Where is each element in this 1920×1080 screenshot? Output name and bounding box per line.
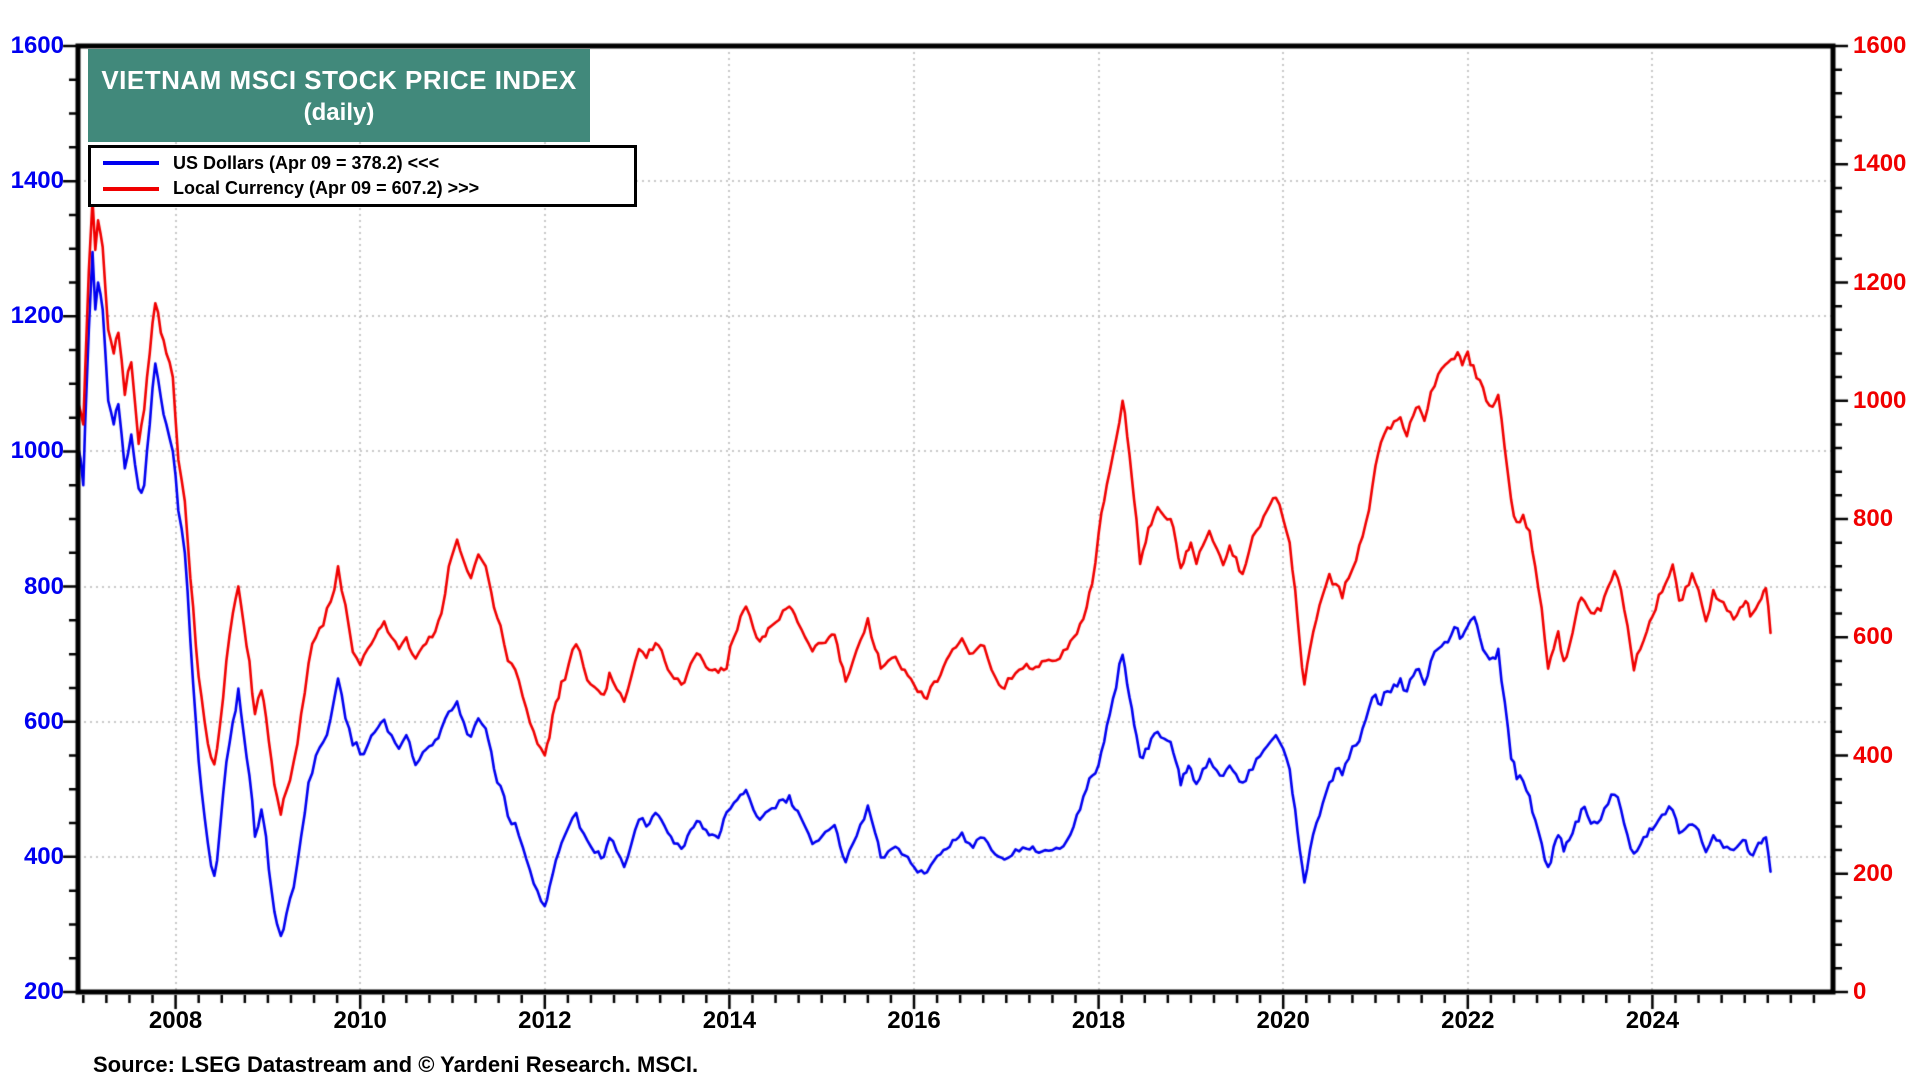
x-axis-year-label: 2012 bbox=[518, 1007, 572, 1034]
left-axis-tick-label: 1000 bbox=[10, 437, 64, 465]
source-text: Source: LSEG Datastream and © Yardeni Re… bbox=[93, 1052, 699, 1077]
x-axis-year-label: 2008 bbox=[148, 1007, 203, 1034]
local-currency-legend-label: Local Currency (Apr 09 = 607.2) >>> bbox=[173, 178, 480, 199]
right-axis-tick-label: 1400 bbox=[1853, 150, 1907, 178]
x-axis-year-label: 2018 bbox=[1071, 1007, 1126, 1034]
left-axis-tick-label: 1400 bbox=[10, 167, 64, 195]
right-axis-tick-label: 800 bbox=[1853, 505, 1894, 532]
right-axis-tick-label: 1000 bbox=[1853, 386, 1907, 414]
right-axis-tick-label: 600 bbox=[1853, 623, 1894, 651]
left-axis-tick-label: 400 bbox=[23, 842, 64, 870]
left-axis-tick-label: 1200 bbox=[10, 302, 64, 330]
usd-legend-label: US Dollars (Apr 09 = 378.2) <<< bbox=[173, 152, 440, 173]
x-axis-year-label: 2014 bbox=[702, 1007, 757, 1034]
x-axis-year-label: 2022 bbox=[1441, 1007, 1495, 1034]
right-axis-tick-label: 1200 bbox=[1853, 268, 1907, 296]
left-axis-tick-label: 200 bbox=[23, 978, 64, 1005]
x-axis-year-label: 2010 bbox=[333, 1007, 387, 1034]
left-axis-tick-label: 1600 bbox=[10, 32, 64, 59]
chart-subtitle: (daily) bbox=[303, 98, 375, 126]
x-axis-year-label: 2024 bbox=[1625, 1007, 1680, 1034]
x-axis-year-label: 2020 bbox=[1256, 1007, 1310, 1034]
local-currency-line-swatch bbox=[103, 186, 159, 191]
right-axis-tick-label: 200 bbox=[1853, 859, 1894, 887]
chart-title-box: VIETNAM MSCI STOCK PRICE INDEX (daily) bbox=[88, 49, 590, 142]
chart-title: VIETNAM MSCI STOCK PRICE INDEX bbox=[101, 64, 577, 95]
legend-row-us-dollars: US Dollars (Apr 09 = 378.2) <<< bbox=[103, 153, 634, 174]
x-axis-year-label: 2016 bbox=[887, 1007, 941, 1034]
legend-row-local-currency: Local Currency (Apr 09 = 607.2) >>> bbox=[103, 178, 634, 199]
right-axis-tick-label: 400 bbox=[1853, 741, 1894, 769]
right-axis-tick-label: 0 bbox=[1853, 978, 1867, 1005]
left-axis-tick-label: 600 bbox=[23, 707, 64, 735]
chart-legend: US Dollars (Apr 09 = 378.2) <<< Local Cu… bbox=[88, 145, 637, 207]
right-axis-tick-label: 1600 bbox=[1853, 32, 1907, 59]
left-axis-tick-label: 800 bbox=[23, 572, 64, 600]
usd-line-swatch bbox=[103, 161, 159, 166]
